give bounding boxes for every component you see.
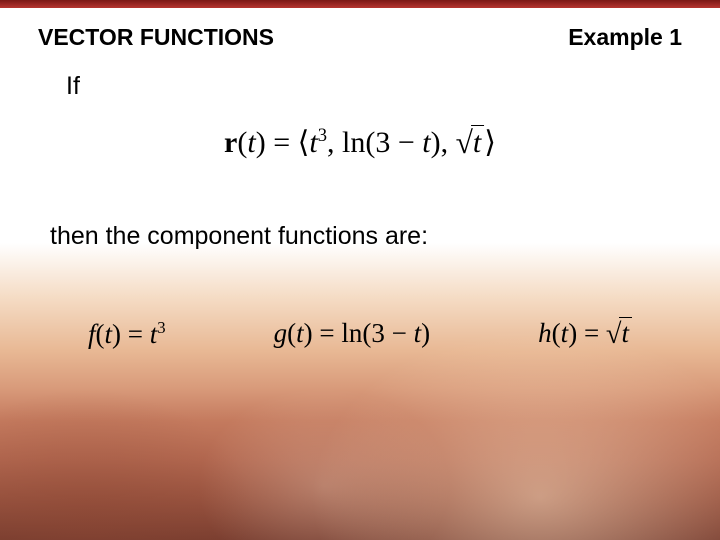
component-h: h( t) = √t — [538, 318, 632, 350]
h-sqrt: √t — [606, 318, 632, 350]
g-a: 3 — [371, 318, 385, 348]
h-radicand: t — [619, 317, 632, 348]
formula-ln-minus: − — [390, 126, 422, 159]
formula-ln: ln — [342, 126, 365, 159]
formula-rangle: ⟩ — [484, 126, 496, 159]
example-label: Example 1 — [568, 24, 682, 51]
g-fn: ln — [341, 318, 362, 348]
component-functions-row: f(t) = t3 g(t) = ln(3 − t) h(t) = √t — [0, 318, 720, 350]
top-accent-stripe — [0, 0, 720, 8]
formula-comp1-base: t — [309, 126, 317, 159]
formula-ln-open: ( — [365, 126, 375, 159]
component-g: g(t) = ln(3 − t) — [274, 318, 431, 350]
h-eq: = — [577, 318, 606, 348]
formula-r: r — [224, 126, 237, 159]
header-row: VECTOR FUNCTIONS Example 1 — [38, 24, 682, 51]
h-name: h — [538, 318, 552, 348]
formula-sqrt: √t — [456, 124, 485, 160]
f-close: ) — [112, 319, 121, 349]
formula-sep2: , — [441, 126, 456, 159]
section-title: VECTOR FUNCTIONS — [38, 24, 274, 51]
formula-ln-a: 3 — [375, 126, 390, 159]
g-name: g — [274, 318, 288, 348]
g-eq: = — [313, 318, 342, 348]
surd-icon: √ — [456, 125, 473, 160]
formula-ln-b: t — [422, 126, 430, 159]
g-minus: − — [385, 318, 414, 348]
h-open: ( — [552, 318, 561, 348]
formula-sep1: , — [327, 126, 342, 159]
f-eq: = — [121, 319, 150, 349]
f-open: ( — [96, 319, 105, 349]
then-label: then the component functions are: — [50, 222, 428, 251]
formula-close-paren: ) — [256, 126, 266, 159]
formula-open-paren: ( — [237, 126, 247, 159]
component-f: f(t) = t3 — [88, 318, 166, 350]
h-close: ) — [568, 318, 577, 348]
g-ln-close: ) — [421, 318, 430, 348]
vector-function-formula: r(t) = ⟨t3, ln(3 − t), √t⟩ — [224, 124, 496, 160]
g-close: ) — [304, 318, 313, 348]
f-exp: 3 — [157, 318, 165, 337]
if-label: If — [66, 72, 80, 101]
f-var: t — [105, 319, 113, 349]
formula-equals: = — [266, 126, 298, 159]
g-var: t — [296, 318, 304, 348]
background-blur-overlay — [0, 0, 720, 540]
f-name: f — [88, 319, 96, 349]
g-open: ( — [287, 318, 296, 348]
formula-comp1-exp: 3 — [318, 125, 327, 146]
formula-ln-close: ) — [431, 126, 441, 159]
formula-var-t: t — [247, 126, 255, 159]
formula-langle: ⟨ — [298, 126, 310, 159]
surd-icon: √ — [606, 319, 622, 350]
